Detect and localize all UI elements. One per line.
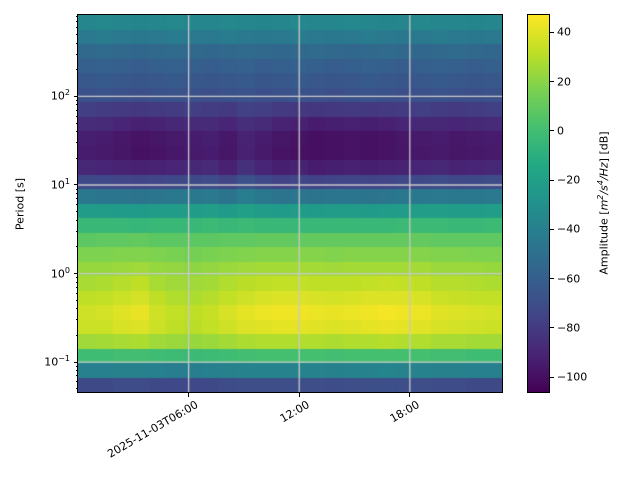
colorbar-tick: [549, 81, 554, 83]
y-minor-tick: [75, 33, 78, 35]
colorbar-gradient: [528, 15, 549, 392]
y-minor-tick: [75, 53, 78, 55]
x-major-tick: [409, 392, 411, 397]
y-minor-tick: [75, 42, 78, 44]
y-minor-tick: [75, 219, 78, 221]
y-minor-tick: [75, 365, 78, 367]
colorbar-tick: [549, 228, 554, 230]
y-minor-tick: [75, 370, 78, 372]
y-tick-exponent: 2: [64, 88, 70, 98]
y-minor-tick: [75, 286, 78, 288]
y-minor-tick: [75, 142, 78, 144]
spectrogram-heatmap: [78, 15, 502, 392]
colorbar-tick: [549, 130, 554, 132]
y-major-tick: [73, 361, 78, 363]
colorbar-tick-label: −40: [557, 222, 581, 236]
colorbar-label-hz: /Hz: [597, 162, 611, 181]
y-minor-tick: [75, 198, 78, 200]
y-minor-tick: [75, 15, 78, 17]
colorbar-label-s-exp: 4: [595, 180, 605, 186]
x-tick-label: 18:00: [387, 398, 422, 426]
colorbar-label-prefix: Amplitude [: [597, 210, 611, 275]
colorbar-label-m: m: [597, 199, 611, 211]
y-axis-label-text: Period [s]: [13, 177, 27, 231]
colorbar-tick-label: −60: [557, 272, 581, 286]
y-major-tick: [73, 273, 78, 275]
y-minor-tick: [75, 230, 78, 232]
y-minor-tick: [75, 188, 78, 190]
y-minor-tick: [75, 99, 78, 101]
colorbar-label-suffix: ] [dB]: [597, 131, 611, 163]
y-major-tick: [73, 95, 78, 97]
y-tick-label: 101: [50, 177, 70, 192]
colorbar-tick: [549, 278, 554, 280]
y-minor-tick: [75, 109, 78, 111]
y-tick-exponent: 1: [64, 177, 70, 187]
y-minor-tick: [75, 26, 78, 28]
y-minor-tick: [75, 157, 78, 159]
colorbar-tick: [549, 31, 554, 33]
y-minor-tick: [75, 21, 78, 23]
y-tick-label: 102: [50, 88, 70, 104]
y-minor-tick: [75, 375, 78, 377]
colorbar-label: Amplitude [m2/s4/Hz] [dB]: [595, 131, 611, 275]
y-minor-tick: [75, 69, 78, 71]
colorbar-label-s: /s: [597, 185, 611, 195]
y-minor-tick: [75, 292, 78, 294]
x-tick-label: 12:00: [277, 398, 312, 426]
colorbar-tick: [549, 327, 554, 329]
y-axis-label: Period [s]: [13, 177, 27, 231]
y-tick-label: 100: [50, 265, 70, 281]
y-minor-tick: [75, 246, 78, 248]
colorbar-tick-label: 0: [557, 124, 564, 138]
colorbar-tick-label: −100: [557, 370, 588, 384]
y-minor-tick: [75, 104, 78, 106]
colorbar-tick: [549, 179, 554, 181]
colorbar-tick-label: 40: [557, 25, 571, 39]
y-tick-label: 10−1: [44, 354, 70, 369]
y-minor-tick: [75, 115, 78, 117]
y-minor-tick: [75, 388, 78, 390]
y-minor-tick: [75, 281, 78, 283]
y-minor-tick: [75, 131, 78, 133]
colorbar-tick-label: −80: [557, 321, 581, 335]
colorbar-tick: [549, 376, 554, 378]
y-minor-tick: [75, 299, 78, 301]
y-tick-exponent: 0: [64, 265, 70, 275]
colorbar-tick-label: 20: [557, 75, 571, 89]
y-minor-tick: [75, 381, 78, 383]
y-minor-tick: [75, 308, 78, 310]
x-tick-label: 2025-11-03T06:00: [105, 398, 201, 461]
y-minor-tick: [75, 319, 78, 321]
y-minor-tick: [75, 211, 78, 213]
colorbar-label-m-exp: 2: [595, 194, 605, 200]
colorbar-tick-label: −20: [557, 173, 581, 187]
y-major-tick: [73, 184, 78, 186]
y-minor-tick: [75, 204, 78, 206]
x-major-tick: [188, 392, 190, 397]
y-tick-exponent: −1: [58, 354, 70, 364]
y-minor-tick: [75, 193, 78, 195]
y-minor-tick: [75, 334, 78, 336]
y-minor-tick: [75, 122, 78, 124]
x-major-tick: [298, 392, 300, 397]
y-minor-tick: [75, 277, 78, 279]
